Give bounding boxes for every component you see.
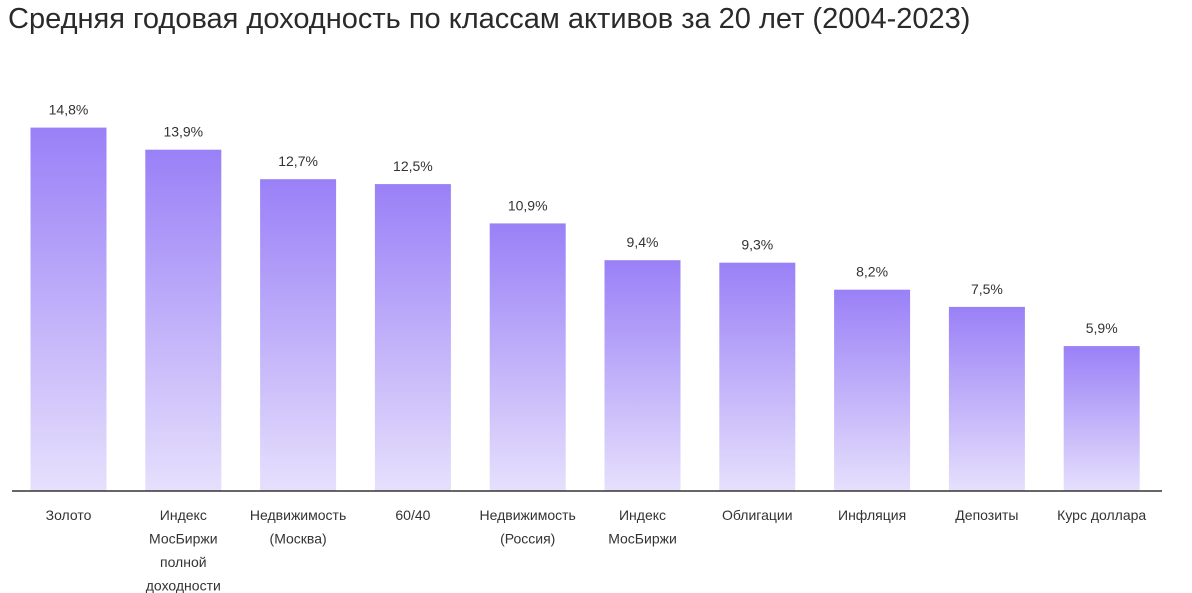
value-label-6: 9,3% <box>741 237 773 253</box>
value-label-1: 13,9% <box>163 124 203 140</box>
bar-6 <box>719 262 796 491</box>
category-label-line: (Россия) <box>500 531 555 547</box>
category-label-line: МосБиржи <box>608 531 677 547</box>
value-label-5: 9,4% <box>627 234 659 250</box>
category-label-line: Индекс <box>160 507 207 523</box>
category-label-8: Депозиты <box>955 507 1018 523</box>
category-label-3: 60/40 <box>395 507 430 523</box>
category-label-1: Индекс МосБиржи полной доходности <box>146 507 221 593</box>
value-label-4: 10,9% <box>508 197 548 213</box>
value-label-3: 12,5% <box>393 158 433 174</box>
category-label-line: Недвижимость <box>480 507 576 523</box>
bar-0 <box>30 127 107 491</box>
category-labels-group: Золото Индекс МосБиржи полной доходности Недв… <box>46 507 1147 593</box>
category-label-line: Депозиты <box>955 507 1018 523</box>
bar-7 <box>834 289 911 491</box>
category-label-line: Золото <box>46 507 92 523</box>
category-label-line: доходности <box>146 578 221 593</box>
value-label-9: 5,9% <box>1086 320 1118 336</box>
bar-8 <box>948 306 1025 491</box>
bar-9 <box>1063 346 1140 491</box>
bars-group <box>30 127 1140 491</box>
category-label-6: Облигации <box>722 507 793 523</box>
category-label-line: Облигации <box>722 507 793 523</box>
category-label-line: полной <box>160 554 207 570</box>
category-label-0: Золото <box>46 507 92 523</box>
category-label-4: Недвижимость (Россия) <box>480 507 576 547</box>
category-label-line: Недвижимость <box>250 507 346 523</box>
value-label-2: 12,7% <box>278 153 318 169</box>
value-label-7: 8,2% <box>856 264 888 280</box>
category-label-line: Курс доллара <box>1057 507 1146 523</box>
category-label-line: Индекс <box>619 507 666 523</box>
category-label-5: Индекс МосБиржи <box>608 507 677 547</box>
value-labels-group: 14,8% 13,9% 12,7% 12,5% 10,9% 9,4% 9,3% 8,2% 7,5… <box>49 102 1118 337</box>
bar-3 <box>374 184 451 491</box>
category-label-line: МосБиржи <box>149 531 218 547</box>
category-label-7: Инфляция <box>838 507 906 523</box>
category-label-2: Недвижимость (Москва) <box>250 507 346 547</box>
value-label-0: 14,8% <box>49 102 89 118</box>
category-label-9: Курс доллара <box>1057 507 1146 523</box>
bar-1 <box>145 149 222 491</box>
category-label-line: (Москва) <box>270 531 327 547</box>
bar-4 <box>489 223 566 491</box>
category-label-line: 60/40 <box>395 507 430 523</box>
value-label-8: 7,5% <box>971 281 1003 297</box>
category-label-line: Инфляция <box>838 507 906 523</box>
bar-2 <box>260 179 337 491</box>
chart-title: Средняя годовая доходность по классам ак… <box>8 3 971 35</box>
bar-5 <box>604 260 681 491</box>
